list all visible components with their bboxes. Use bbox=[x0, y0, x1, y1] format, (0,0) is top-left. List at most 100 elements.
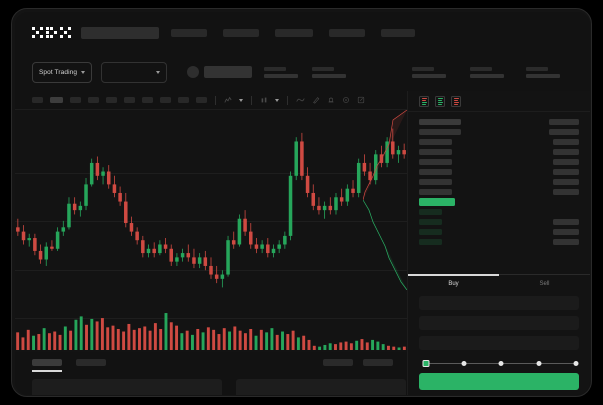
orders-action-0[interactable] bbox=[323, 358, 353, 366]
orderbook-size bbox=[553, 239, 579, 245]
percent-node-0[interactable] bbox=[422, 359, 430, 367]
ticker-bar: Spot Trading bbox=[15, 53, 590, 91]
nav-item-4[interactable] bbox=[381, 28, 416, 37]
orderbook-row-ask-6[interactable] bbox=[408, 187, 590, 197]
orderbook-row-bid-0[interactable] bbox=[408, 207, 590, 217]
candle-body bbox=[396, 150, 401, 155]
orderbook-bids-icon[interactable] bbox=[435, 96, 445, 107]
candle-body bbox=[78, 205, 83, 211]
volume-bar bbox=[323, 344, 327, 350]
orderbook-row-bid-3[interactable] bbox=[408, 237, 590, 247]
orderbook-asks-icon[interactable] bbox=[451, 96, 461, 107]
orders-action-1[interactable] bbox=[363, 358, 393, 366]
volume-bar bbox=[360, 339, 364, 350]
orderbook-row-ask-2[interactable] bbox=[408, 147, 590, 157]
depth-asks-line bbox=[363, 110, 407, 201]
orderbook-price bbox=[419, 139, 452, 145]
candle-body bbox=[141, 240, 145, 254]
tab-sell[interactable]: Sell bbox=[539, 281, 550, 287]
volume-bar bbox=[122, 331, 126, 350]
volume-bar bbox=[365, 342, 369, 350]
volume-bar bbox=[228, 331, 231, 350]
percent-node-100[interactable] bbox=[573, 360, 579, 366]
orderbook-bids bbox=[408, 207, 590, 247]
orderbook-header-row bbox=[408, 117, 590, 127]
nav-item-2[interactable] bbox=[275, 28, 314, 37]
orderbook-row-ask-0[interactable] bbox=[408, 127, 590, 137]
trade-side-tabs: Buy Sell bbox=[408, 274, 590, 292]
indicators-icon[interactable] bbox=[224, 96, 232, 104]
order-amount-field[interactable] bbox=[419, 316, 579, 330]
tab-buy[interactable]: Buy bbox=[448, 281, 459, 287]
orderbook-both-icon[interactable] bbox=[419, 96, 429, 107]
timeframe-button-9[interactable] bbox=[196, 97, 207, 103]
chevron-down-icon-2[interactable] bbox=[275, 98, 279, 102]
volume-bar bbox=[381, 344, 385, 350]
timeframe-button-5[interactable] bbox=[124, 97, 135, 103]
orders-tab-0[interactable] bbox=[32, 358, 62, 372]
order-book[interactable] bbox=[408, 112, 590, 274]
timeframe-button-8[interactable] bbox=[178, 97, 189, 103]
trading-mode-label: Spot Trading bbox=[39, 68, 78, 76]
volume-bar bbox=[74, 319, 78, 350]
nav-item-0[interactable] bbox=[171, 28, 208, 37]
volume-bar bbox=[371, 339, 375, 350]
chevron-down-icon[interactable] bbox=[239, 98, 243, 102]
nav-item-1[interactable] bbox=[223, 28, 260, 37]
orderbook-row-bid-2[interactable] bbox=[408, 227, 590, 237]
orders-pane-0[interactable] bbox=[32, 379, 222, 395]
line-tool-icon[interactable] bbox=[296, 96, 305, 104]
volume-bar bbox=[90, 318, 94, 350]
timeframe-button-2[interactable] bbox=[70, 97, 81, 103]
candle-body bbox=[362, 162, 367, 172]
percent-node-25[interactable] bbox=[461, 360, 466, 366]
orders-pane-1[interactable] bbox=[236, 379, 406, 395]
percent-slider[interactable] bbox=[422, 357, 579, 369]
timeframe-button-1[interactable] bbox=[50, 97, 63, 103]
timeframe-button-4[interactable] bbox=[106, 97, 117, 103]
volume-bar bbox=[32, 335, 35, 350]
volume-bar bbox=[201, 332, 205, 350]
trading-pair-select[interactable] bbox=[101, 61, 168, 83]
candle-body bbox=[220, 274, 225, 279]
orders-tab-1[interactable] bbox=[76, 358, 106, 366]
percent-node-50[interactable] bbox=[498, 360, 504, 366]
volume-bar bbox=[85, 324, 88, 350]
orderbook-row-ask-3[interactable] bbox=[408, 157, 590, 167]
search-input[interactable] bbox=[81, 26, 160, 39]
orderbook-row-ask-5[interactable] bbox=[408, 177, 590, 187]
price-chart-area[interactable] bbox=[15, 110, 407, 352]
orderbook-trade-panel: Buy Sell bbox=[407, 91, 590, 395]
orderbook-asks bbox=[408, 127, 590, 197]
orderbook-row-bid-1[interactable] bbox=[408, 217, 590, 227]
candle-body bbox=[385, 141, 389, 163]
alert-icon[interactable] bbox=[327, 96, 335, 104]
timeframe-button-7[interactable] bbox=[160, 97, 171, 103]
percent-node-75[interactable] bbox=[536, 360, 541, 366]
timeframe-button-3[interactable] bbox=[88, 97, 99, 103]
pencil-icon[interactable] bbox=[312, 96, 320, 104]
orderbook-row-ask-1[interactable] bbox=[408, 137, 590, 147]
volume-bar bbox=[191, 334, 194, 350]
okx-logo[interactable] bbox=[32, 26, 72, 39]
timeframe-button-6[interactable] bbox=[142, 97, 153, 103]
order-price-field[interactable] bbox=[419, 296, 579, 310]
volume-bar bbox=[265, 332, 269, 350]
orderbook-size-header bbox=[549, 119, 579, 125]
volume-bar bbox=[286, 334, 290, 350]
device-frame: Spot Trading bbox=[11, 8, 592, 397]
candle-body bbox=[254, 244, 259, 249]
submit-buy-button[interactable] bbox=[419, 373, 579, 390]
orderbook-row-ask-4[interactable] bbox=[408, 167, 590, 177]
volume-bar bbox=[100, 318, 104, 350]
candle-body bbox=[169, 248, 173, 262]
timeframe-button-0[interactable] bbox=[32, 97, 43, 103]
okx-logo-mark bbox=[32, 26, 44, 39]
settings-icon[interactable] bbox=[342, 96, 350, 104]
trading-mode-select[interactable]: Spot Trading bbox=[32, 61, 93, 83]
fullscreen-icon[interactable] bbox=[357, 96, 365, 104]
nav-item-3[interactable] bbox=[329, 28, 366, 37]
market-stats-row bbox=[264, 66, 590, 78]
chart-type-icon[interactable] bbox=[260, 96, 268, 104]
order-total-field[interactable] bbox=[419, 336, 579, 350]
